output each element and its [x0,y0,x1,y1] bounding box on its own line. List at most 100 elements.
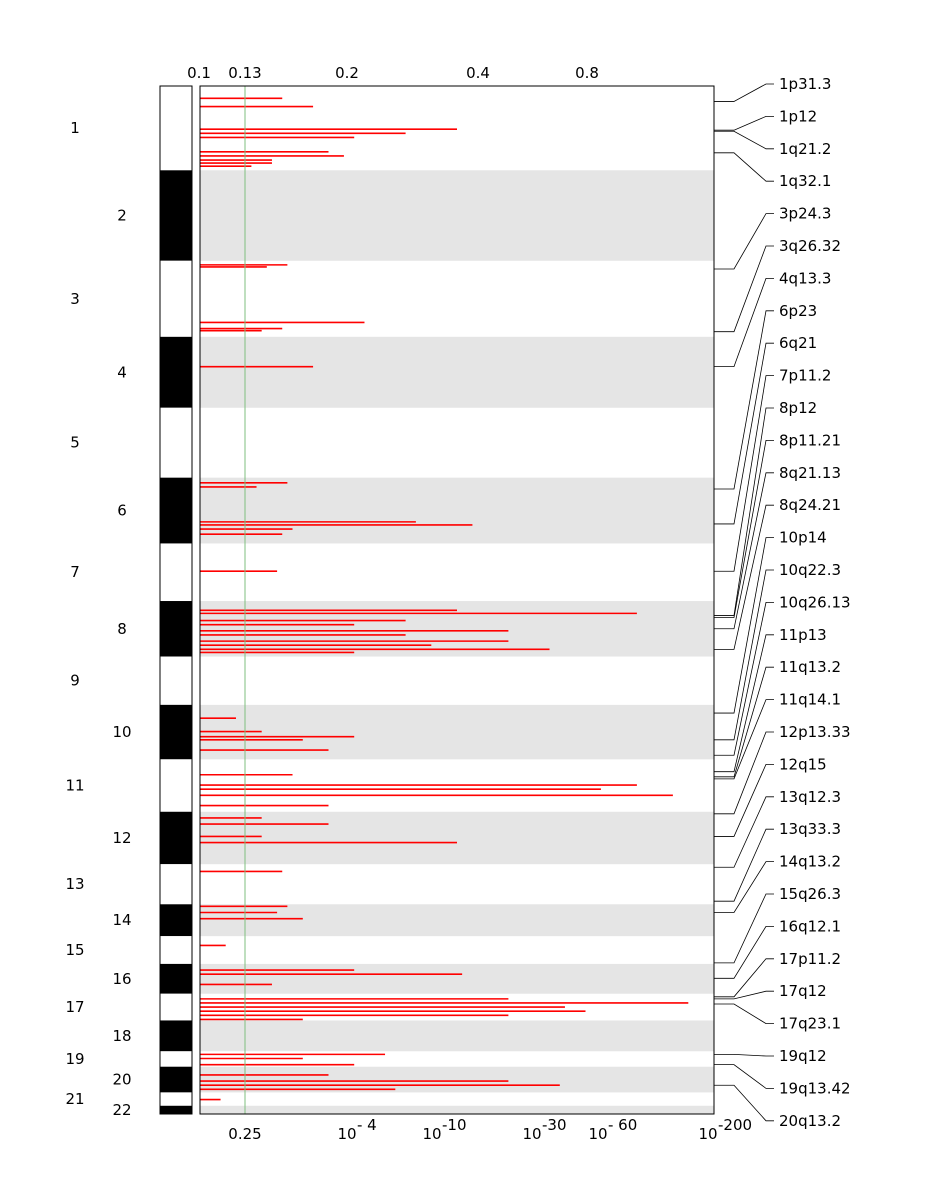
chromosome-band-10 [200,704,714,760]
peak-connector-8 [714,342,774,525]
top-axis: 0.1 0.13 0.2 0.4 0.8 [187,64,599,82]
chromosome-label-4: 4 [117,363,127,381]
peak-annotations: 1p31.3 1p12 1q21.2 1q32.1 3p24.3 3q26.32 4q13.… [714,75,851,1130]
peak-connector-25 [714,893,774,964]
peak-label-32: 20q13.2 [779,1112,841,1130]
ideogram-block-22 [160,1105,192,1114]
ideogram-frame [159,85,193,1115]
ideogram-block-17 [160,993,192,1021]
peak-label-28: 17q12 [779,982,827,1000]
ideogram-block-20 [160,1066,192,1093]
peak-connector-7 [714,310,774,490]
ideogram-block-2 [160,170,192,261]
axes-frames [159,85,715,1115]
peak-connector-28 [714,990,774,1000]
peak-connector-11 [714,439,774,618]
peak-connector-32 [714,1084,774,1122]
bottom-tick-label-1: 10 [337,1125,356,1143]
chromosome-label-8: 8 [117,620,127,638]
plot-frame [199,85,715,1115]
peak-connector-29 [714,1003,774,1024]
chromosome-band-20 [200,1066,714,1093]
peak-connector-15 [714,569,774,741]
chromosome-band-6 [200,477,714,544]
chromosome-band-16 [200,963,714,994]
chromosome-label-22: 22 [112,1101,131,1119]
bottom-tick-exponent-5: -200 [718,1116,752,1134]
peak-label-7: 6p23 [779,302,817,320]
chromosome-label-7: 7 [70,563,80,581]
peak-label-16: 10q26.13 [779,593,851,611]
chromosome-label-2: 2 [117,207,127,225]
chromosome-label-3: 3 [70,290,80,308]
peak-label-13: 8q24.21 [779,496,841,514]
peak-connector-6 [714,277,774,368]
bottom-tick-label-4: 10 [588,1125,607,1143]
chromosome-label-19: 19 [65,1050,84,1068]
peak-connector-26 [714,926,774,979]
peak-connector-13 [714,504,774,650]
chromosome-label-17: 17 [65,998,84,1016]
chromosome-band-4 [200,336,714,408]
peak-label-18: 11q13.2 [779,658,841,676]
ideogram-block-8 [160,601,192,657]
peak-label-5: 3q26.32 [779,237,841,255]
chromosome-label-5: 5 [70,434,80,452]
peak-connector-16 [714,602,774,756]
peak-label-4: 3p24.3 [779,205,831,223]
chromosome-band-14 [200,904,714,937]
peak-connector-5 [714,245,774,333]
peak-label-24: 14q13.2 [779,853,841,871]
ideogram-block-1 [160,86,192,171]
bottom-axis: 0.25 10- 4 10 -10 10 -30 10- 60 10 -200 [228,1116,752,1143]
bottom-tick-exponent-3: -30 [542,1116,567,1134]
chromosome-label-18: 18 [112,1027,131,1045]
chromosome-ideogram [160,86,192,1114]
chromosome-label-9: 9 [70,672,80,690]
peak-connector-21 [714,764,774,837]
bottom-tick-label-5: 10 [698,1125,717,1143]
peak-label-9: 7p11.2 [779,367,831,385]
peak-connector-0 [714,83,774,102]
peak-label-17: 11p13 [779,626,827,644]
ideogram-block-6 [160,477,192,544]
bottom-tick-label-0: 0.25 [228,1125,261,1143]
chromosome-band-18 [200,1020,714,1052]
ideogram-block-16 [160,963,192,994]
bottom-tick-label-3: 10 [522,1125,541,1143]
chromosome-label-21: 21 [65,1090,84,1108]
peak-connector-20 [714,731,774,815]
chromosome-label-1: 1 [70,119,80,137]
peak-label-14: 10p14 [779,529,827,547]
peak-label-31: 19q13.42 [779,1079,851,1097]
bottom-tick-exponent-4: - 60 [608,1116,637,1134]
chromosome-label-10: 10 [112,723,131,741]
chromosome-band-12 [200,811,714,865]
top-tick-label-1: 0.13 [228,64,261,82]
peak-label-11: 8p11.21 [779,431,841,449]
peak-label-2: 1q21.2 [779,140,831,158]
peak-label-0: 1p31.3 [779,75,831,93]
bottom-tick-exponent-1: - 4 [357,1116,377,1134]
ideogram-block-5 [160,407,192,478]
top-tick-label-0: 0.1 [187,64,211,82]
chromosome-label-13: 13 [65,875,84,893]
peak-connector-4 [714,213,774,270]
peak-connector-10 [714,407,774,616]
peak-label-23: 13q33.3 [779,820,841,838]
ideogram-block-19 [160,1051,192,1067]
peak-connector-24 [714,861,774,913]
peak-connector-14 [714,537,774,714]
peak-label-25: 15q26.3 [779,885,841,903]
ideogram-block-10 [160,704,192,760]
peak-connector-1 [714,116,774,131]
ideogram-block-21 [160,1092,192,1106]
peak-label-10: 8p12 [779,399,817,417]
peak-label-3: 1q32.1 [779,172,831,190]
peak-connector-18 [714,666,774,778]
ideogram-block-13 [160,864,192,905]
peak-label-19: 11q14.1 [779,691,841,709]
peak-label-1: 1p12 [779,107,817,125]
